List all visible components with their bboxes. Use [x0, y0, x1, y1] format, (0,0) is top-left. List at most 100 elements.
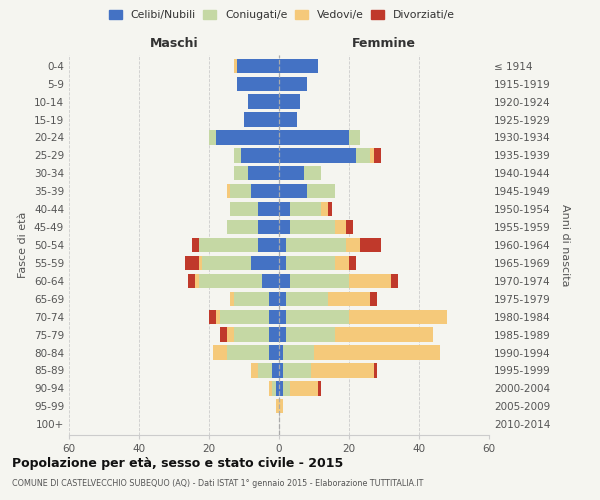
Bar: [279, 112, 296, 126]
Bar: [279, 292, 286, 306]
Bar: [373, 364, 377, 378]
Bar: [279, 310, 286, 324]
Bar: [304, 166, 321, 180]
Bar: [279, 148, 356, 162]
Bar: [346, 238, 359, 252]
Bar: [230, 184, 251, 198]
Bar: [269, 346, 279, 360]
Bar: [286, 310, 349, 324]
Bar: [279, 220, 290, 234]
Bar: [191, 238, 199, 252]
Bar: [279, 94, 300, 109]
Bar: [220, 310, 269, 324]
Bar: [251, 256, 279, 270]
Bar: [283, 346, 314, 360]
Text: Maschi: Maschi: [149, 36, 199, 50]
Bar: [216, 310, 220, 324]
Bar: [230, 202, 258, 216]
Bar: [233, 292, 269, 306]
Bar: [199, 238, 258, 252]
Y-axis label: Anni di nascita: Anni di nascita: [560, 204, 570, 286]
Bar: [290, 274, 349, 288]
Bar: [279, 58, 317, 73]
Bar: [335, 220, 346, 234]
Bar: [328, 292, 370, 306]
Bar: [258, 202, 279, 216]
Bar: [202, 256, 251, 270]
Bar: [279, 184, 307, 198]
Bar: [209, 130, 216, 144]
Bar: [233, 328, 269, 342]
Bar: [230, 292, 233, 306]
Bar: [209, 310, 216, 324]
Bar: [248, 166, 279, 180]
Bar: [258, 238, 279, 252]
Bar: [335, 256, 349, 270]
Bar: [286, 238, 346, 252]
Bar: [283, 364, 311, 378]
Bar: [279, 328, 286, 342]
Bar: [269, 328, 279, 342]
Y-axis label: Fasce di età: Fasce di età: [19, 212, 28, 278]
Bar: [317, 381, 321, 396]
Bar: [279, 346, 283, 360]
Bar: [321, 202, 328, 216]
Bar: [199, 274, 262, 288]
Bar: [269, 381, 272, 396]
Bar: [233, 58, 237, 73]
Bar: [279, 238, 286, 252]
Bar: [275, 381, 279, 396]
Text: COMUNE DI CASTELVECCHIO SUBEQUO (AQ) - Dati ISTAT 1° gennaio 2015 - Elaborazione: COMUNE DI CASTELVECCHIO SUBEQUO (AQ) - D…: [12, 479, 424, 488]
Bar: [279, 76, 307, 91]
Bar: [258, 364, 272, 378]
Bar: [262, 274, 279, 288]
Bar: [370, 292, 377, 306]
Text: Femmine: Femmine: [352, 36, 416, 50]
Bar: [272, 381, 275, 396]
Text: Popolazione per età, sesso e stato civile - 2015: Popolazione per età, sesso e stato civil…: [12, 458, 343, 470]
Bar: [216, 130, 279, 144]
Bar: [391, 274, 398, 288]
Bar: [279, 381, 283, 396]
Bar: [212, 346, 227, 360]
Bar: [233, 166, 248, 180]
Bar: [227, 220, 258, 234]
Bar: [195, 274, 199, 288]
Bar: [227, 184, 230, 198]
Bar: [290, 202, 321, 216]
Bar: [349, 310, 447, 324]
Bar: [269, 310, 279, 324]
Bar: [188, 274, 195, 288]
Bar: [199, 256, 202, 270]
Bar: [244, 112, 279, 126]
Bar: [314, 346, 440, 360]
Bar: [307, 184, 335, 198]
Bar: [279, 274, 290, 288]
Bar: [272, 364, 279, 378]
Bar: [311, 364, 373, 378]
Bar: [349, 274, 391, 288]
Bar: [227, 346, 269, 360]
Bar: [279, 399, 283, 413]
Bar: [370, 148, 373, 162]
Bar: [258, 220, 279, 234]
Bar: [349, 256, 356, 270]
Bar: [359, 238, 380, 252]
Bar: [275, 399, 279, 413]
Bar: [251, 364, 258, 378]
Bar: [279, 202, 290, 216]
Bar: [220, 328, 227, 342]
Bar: [251, 184, 279, 198]
Bar: [237, 58, 279, 73]
Bar: [185, 256, 199, 270]
Bar: [233, 148, 241, 162]
Bar: [290, 381, 317, 396]
Bar: [241, 148, 279, 162]
Bar: [279, 166, 304, 180]
Bar: [349, 130, 359, 144]
Bar: [328, 202, 331, 216]
Bar: [286, 256, 335, 270]
Bar: [286, 292, 328, 306]
Bar: [279, 130, 349, 144]
Bar: [279, 364, 283, 378]
